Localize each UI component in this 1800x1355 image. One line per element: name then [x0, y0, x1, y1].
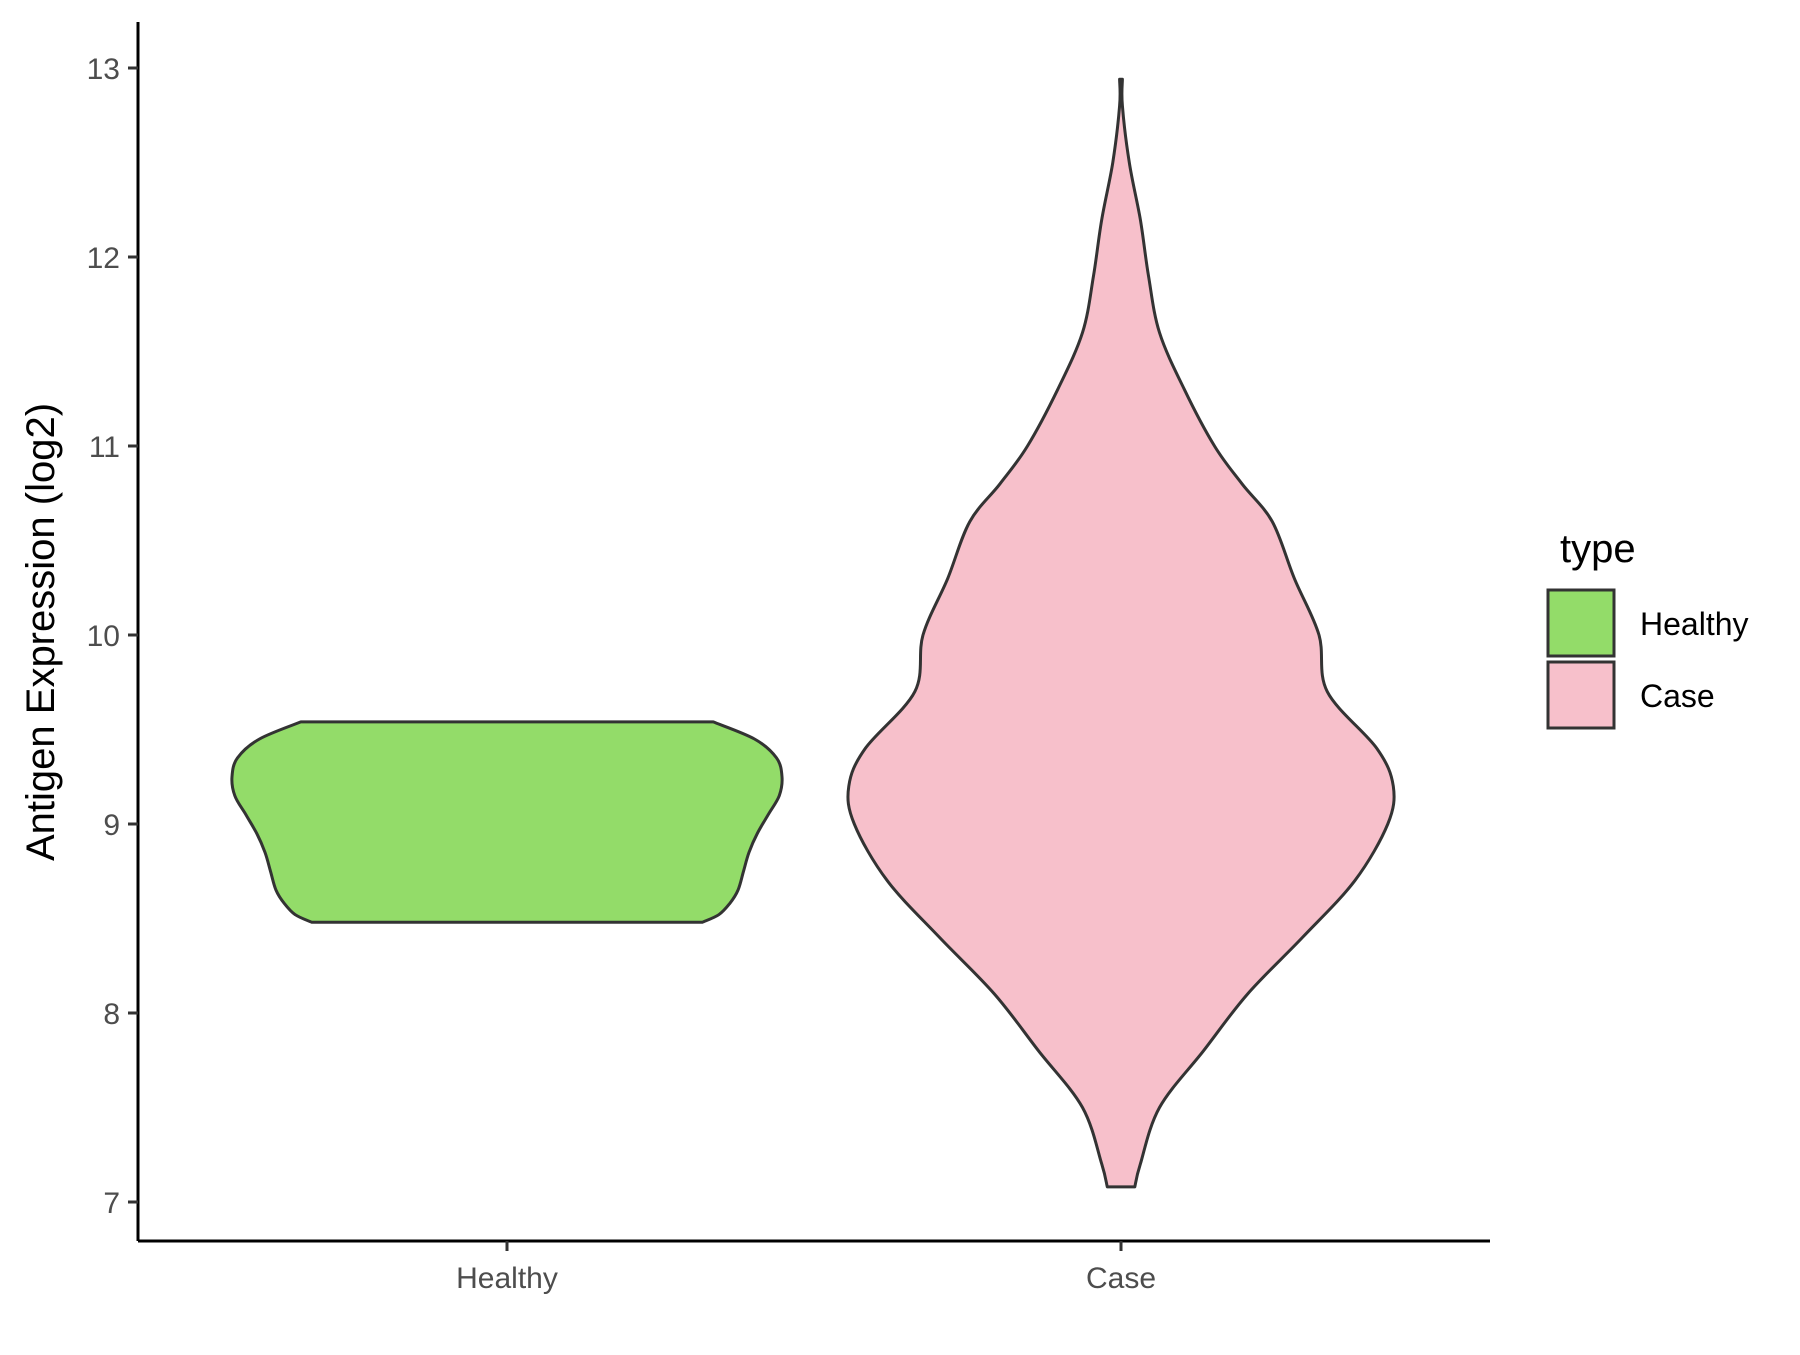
legend-label-healthy: Healthy	[1640, 606, 1749, 642]
legend: type Healthy Case	[1546, 527, 1749, 730]
y-ticks: 7 8 9 10 11 12 13	[87, 53, 138, 1220]
violin-case	[846, 77, 1396, 1189]
legend-label-case: Case	[1640, 678, 1715, 714]
y-tick-label: 13	[87, 53, 120, 86]
y-tick-label: 8	[103, 998, 120, 1031]
violin-group	[230, 77, 1396, 1189]
x-tick-label: Case	[1086, 1262, 1156, 1295]
violin-healthy	[230, 720, 784, 924]
legend-swatch-case	[1546, 660, 1616, 730]
legend-entries: Healthy Case	[1546, 588, 1749, 730]
y-tick-label: 10	[87, 620, 120, 653]
axes-group: 7 8 9 10 11 12 13 Healthy Case	[87, 22, 1490, 1295]
y-axis-title: Antigen Expression (log2)	[19, 403, 63, 861]
y-tick-label: 7	[103, 1187, 120, 1220]
y-tick-label: 11	[89, 431, 120, 464]
x-tick-label: Healthy	[456, 1262, 558, 1295]
x-ticks: Healthy Case	[456, 1241, 1156, 1295]
legend-swatch-healthy	[1546, 588, 1616, 658]
legend-title: type	[1560, 527, 1636, 571]
y-tick-label: 9	[103, 809, 120, 842]
y-tick-label: 12	[87, 242, 120, 275]
